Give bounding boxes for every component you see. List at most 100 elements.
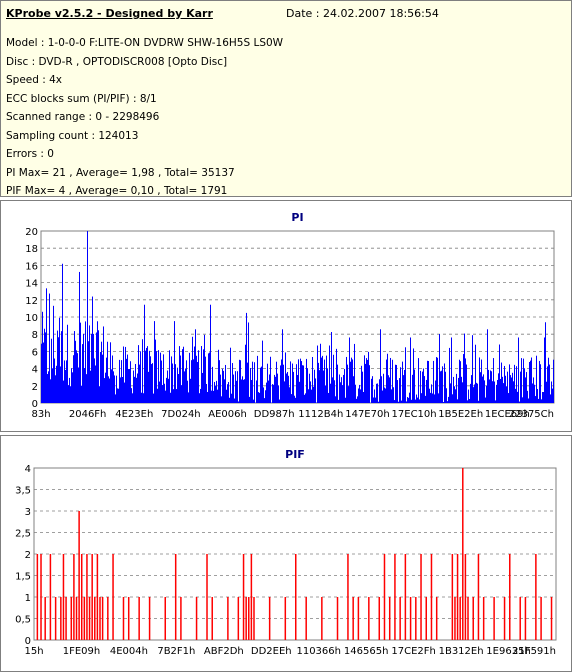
- pi-bar: [220, 374, 221, 403]
- pi-bar: [465, 358, 466, 403]
- y-tick-label: 1: [25, 593, 31, 604]
- pi-bar: [473, 387, 474, 403]
- pi-bar: [400, 367, 401, 403]
- pif-bar: [127, 597, 130, 640]
- pi-bar: [309, 373, 310, 403]
- pif-bar: [138, 597, 140, 640]
- pi-bar: [175, 364, 176, 403]
- pi-bar: [83, 333, 84, 403]
- pi-bar: [461, 376, 462, 403]
- pi-bar: [80, 322, 81, 403]
- pi-bar: [135, 363, 136, 403]
- pi-bar: [507, 371, 508, 403]
- pi-bar: [541, 399, 542, 403]
- pi-bar: [379, 379, 380, 403]
- pi-bar: [134, 376, 135, 403]
- pi-bar: [156, 351, 157, 403]
- x-tick-label: 1B312Eh: [439, 646, 484, 657]
- x-tick-label: 1E9635h: [486, 646, 530, 657]
- pi-bar: [275, 376, 276, 403]
- pi-bar: [397, 380, 398, 403]
- pi-bar: [214, 381, 215, 403]
- pi-bar: [127, 354, 128, 403]
- pi-bar: [537, 388, 538, 403]
- pi-bar: [213, 390, 214, 403]
- pi-bar: [408, 397, 409, 403]
- pi-bar: [52, 368, 53, 403]
- pi-bar: [186, 360, 187, 403]
- pi-bar: [115, 394, 116, 403]
- pi-bar: [51, 338, 52, 403]
- pif-bar: [80, 554, 83, 640]
- info-line-range: Scanned range : 0 - 2298496: [6, 111, 160, 123]
- pi-bar: [204, 334, 205, 403]
- pi-bar: [504, 365, 505, 403]
- pi-bar: [166, 377, 167, 403]
- pi-bar: [483, 374, 484, 403]
- pi-bar: [226, 389, 227, 403]
- pi-bar: [482, 376, 483, 403]
- pi-bar: [406, 401, 407, 403]
- pi-bar: [438, 393, 439, 403]
- pi-bar: [347, 364, 348, 403]
- pi-bar: [97, 321, 98, 403]
- pif-bar: [295, 554, 297, 640]
- pi-bar: [68, 385, 69, 403]
- pi-bar: [388, 375, 389, 403]
- pi-bar: [359, 384, 360, 403]
- pi-bar: [425, 395, 426, 403]
- pi-bar: [69, 377, 70, 403]
- info-line-disc: Disc : DVD-R , OPTODISCR008 [Opto Disc]: [6, 55, 228, 68]
- pi-bar: [323, 370, 324, 403]
- pi-bar: [350, 361, 351, 403]
- pi-bar: [527, 390, 528, 403]
- pi-bar: [305, 393, 306, 403]
- pi-bar: [545, 322, 546, 403]
- pif-bar: [227, 597, 229, 640]
- pif-bar: [394, 554, 396, 640]
- pi-bar: [478, 400, 479, 403]
- pi-bar: [303, 365, 304, 403]
- pi-bar: [191, 360, 192, 403]
- pi-bar: [234, 398, 235, 403]
- pif-bar: [180, 597, 182, 640]
- pif-bar: [245, 597, 247, 640]
- pi-bar: [429, 388, 430, 403]
- pi-bar: [65, 369, 66, 403]
- pi-bar: [488, 369, 489, 403]
- pi-bar: [457, 399, 458, 403]
- y-tick-label: 10: [25, 313, 38, 324]
- pi-bar: [195, 329, 196, 403]
- pi-bar: [263, 387, 264, 403]
- pi-bar: [81, 385, 82, 403]
- pi-bar: [499, 344, 500, 403]
- y-tick-label: 1,5: [15, 572, 31, 583]
- pi-bar: [242, 376, 243, 403]
- pi-bar: [497, 379, 498, 403]
- pi-bar: [501, 362, 502, 403]
- pi-bar: [356, 398, 357, 403]
- pi-bar: [274, 374, 275, 403]
- pi-bar: [390, 357, 391, 403]
- pi-bar: [181, 385, 182, 403]
- pi-bar: [192, 336, 193, 403]
- pi-bar: [100, 351, 101, 403]
- pif-bar: [195, 597, 198, 640]
- pi-bar: [525, 377, 526, 403]
- y-tick-label: 16: [25, 261, 38, 272]
- pi-bar: [299, 381, 300, 403]
- pi-bar: [393, 387, 394, 403]
- pi-bar: [411, 399, 412, 403]
- pif-bar: [305, 597, 307, 640]
- x-tick-label: 4E004h: [110, 646, 148, 657]
- x-tick-label: AE006h: [208, 409, 247, 420]
- pi-bar: [92, 296, 93, 403]
- y-tick-label: 3,5: [15, 486, 31, 497]
- pi-bar: [442, 366, 443, 403]
- pi-bar: [58, 337, 59, 403]
- info-line-pi: PI Max= 21 , Average= 1,98 , Total= 3513…: [6, 166, 235, 179]
- pi-bar: [144, 304, 145, 403]
- pi-bar: [368, 351, 369, 403]
- pi-bar: [155, 339, 156, 403]
- pi-bar: [493, 358, 494, 403]
